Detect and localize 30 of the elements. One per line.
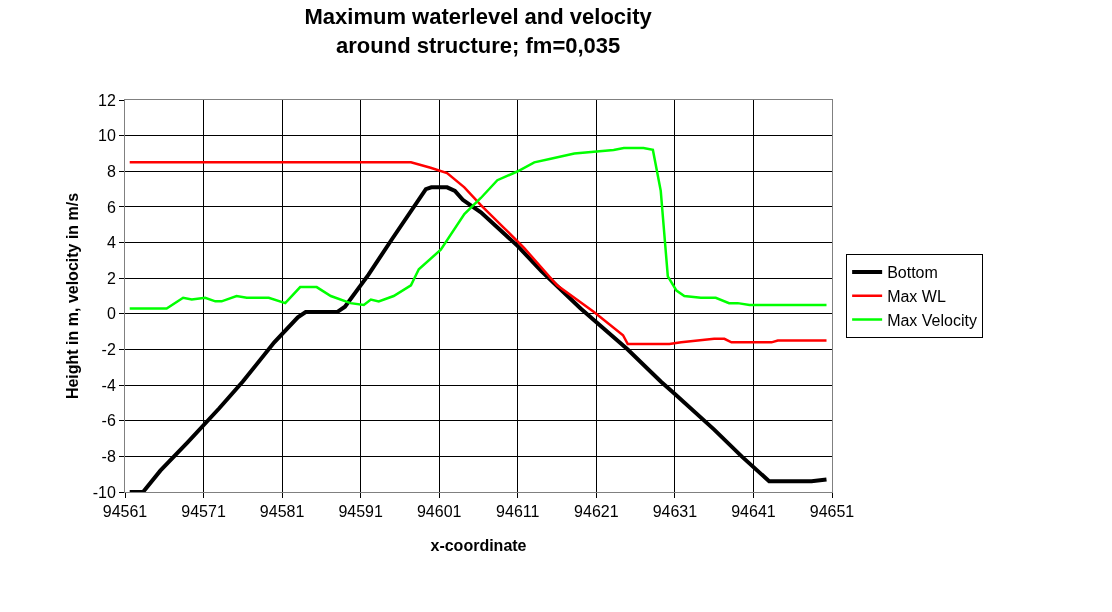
line-series xyxy=(128,146,828,310)
y-tick-label: 2 xyxy=(106,269,116,287)
y-tick-label: -2 xyxy=(101,341,116,359)
x-tick-label: 94631 xyxy=(652,503,698,521)
y-tick-label: 10 xyxy=(98,127,116,145)
legend-label: Bottom xyxy=(887,264,938,282)
y-tick-label: 6 xyxy=(106,198,116,216)
x-tick-label: 94561 xyxy=(102,503,148,521)
chart-title: Maximum waterlevel and velocity around structure; fm=0,035 xyxy=(304,4,653,59)
y-tick-label: -10 xyxy=(92,483,116,501)
y-tick-label: 12 xyxy=(98,91,116,109)
x-tick-label: 94611 xyxy=(496,503,540,521)
x-tick-label: 94591 xyxy=(338,503,384,521)
x-tick-label: 94641 xyxy=(731,503,776,521)
line-series xyxy=(128,161,828,346)
y-tick-label: -8 xyxy=(101,447,116,465)
y-axis-title: Height in m, velocity in m/s xyxy=(63,192,81,400)
legend-label: Max Velocity xyxy=(887,311,977,329)
x-tick-label: 94581 xyxy=(259,503,305,521)
y-tick-label: 0 xyxy=(106,305,116,323)
y-tick-label: -4 xyxy=(101,376,116,394)
y-tick-label: 8 xyxy=(106,162,116,180)
x-tick-label: 94651 xyxy=(809,503,855,521)
x-tick-label: 94601 xyxy=(416,503,462,521)
x-tick-label: 94571 xyxy=(181,503,226,521)
y-tick-label: -6 xyxy=(101,412,116,430)
legend-label: Max WL xyxy=(887,287,946,305)
x-axis-title: x-coordinate xyxy=(430,536,527,554)
y-tick-label: 4 xyxy=(106,234,116,252)
x-tick-label: 94621 xyxy=(574,503,619,521)
